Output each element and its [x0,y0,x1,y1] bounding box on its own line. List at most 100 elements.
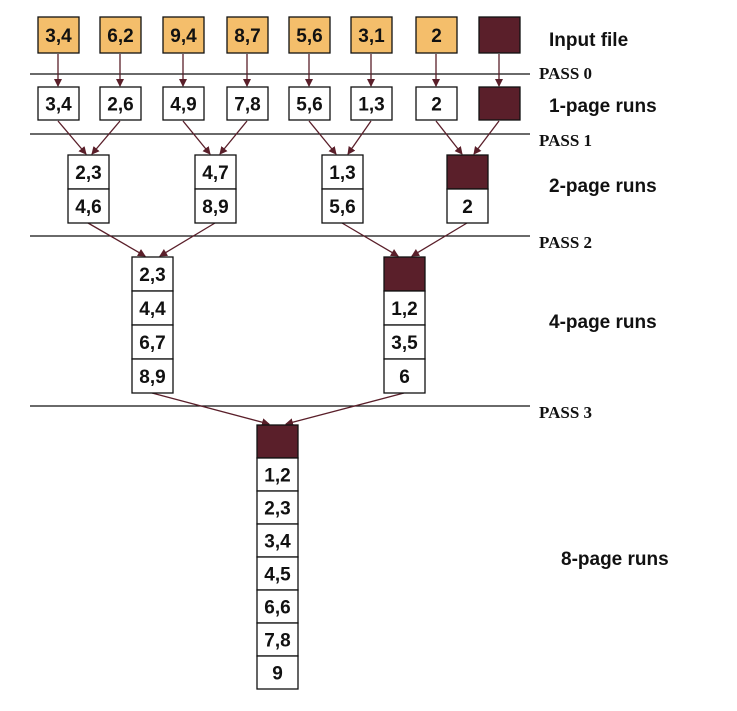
input-page-4: 5,6 [288,16,331,54]
input-page-6: 2 [415,16,458,54]
two-page-run-1-page-0-label: 4,7 [202,163,228,184]
merge-arrow-19 [411,222,468,257]
pass-label-1: PASS 1 [539,131,592,150]
eight-page-run-0-page-4: 4,5 [256,556,299,591]
one-page-run-7 [478,86,521,121]
four-page-run-1-page-1: 1,2 [383,290,426,326]
four-page-run-1-page-2-label: 3,5 [391,333,418,354]
eight-page-run-0-page-1: 1,2 [256,457,299,492]
four-page-run-0-page-2-label: 6,7 [139,333,165,354]
one-page-run-2-label: 4,9 [170,95,196,116]
stage-label-2-page-runs: 2-page runs [549,176,657,197]
four-page-run-1-page-0 [383,256,426,292]
merge-arrow-8 [57,120,87,155]
merge-arrow-20 [151,392,270,427]
four-page-run-0-page-0-label: 2,3 [139,265,165,286]
input-page-0-label: 3,4 [45,26,72,47]
merge-arrows [54,54,503,427]
two-page-run-0-page-0: 2,3 [67,154,110,190]
input-page-0: 3,4 [37,16,80,54]
eight-page-run-0-page-6: 7,8 [256,622,299,657]
pass-label-2: PASS 2 [539,233,592,252]
two-page-run-0-page-1: 4,6 [67,188,110,224]
eight-page-run-0-page-3-label: 3,4 [264,532,291,553]
one-page-run-0: 3,4 [37,86,80,121]
one-page-run-5-label: 1,3 [358,95,384,116]
input-page-6-label: 2 [431,26,442,47]
eight-page-run-0-page-2: 2,3 [256,490,299,525]
eight-page-run-0-page-2-label: 2,3 [264,499,290,520]
eight-page-run-0-page-5-label: 6,6 [264,598,290,619]
merge-arrow-11 [219,120,248,155]
one-page-run-1: 2,6 [99,86,142,121]
page-boxes: 3,4 6,2 9,4 8,7 5,6 3,1 2 3,4 2,6 4,9 7,8 5,6 1,3 2 2,… [37,16,521,690]
input-page-4-label: 5,6 [296,26,322,47]
merge-arrow-15 [473,120,500,155]
eight-page-run-0-page-7: 9 [256,655,299,690]
one-page-run-6-label: 2 [431,95,442,116]
four-page-run-0-page-1: 4,4 [131,290,174,326]
one-page-run-3-label: 7,8 [234,95,260,116]
merge-arrow-16 [87,222,146,257]
stage-label-1-page-runs: 1-page runs [549,96,657,117]
stage-label-8-page-runs: 8-page runs [561,549,669,570]
one-page-run-4: 5,6 [288,86,331,121]
two-page-run-3-page-1: 2 [446,188,489,224]
input-page-2: 9,4 [162,16,205,54]
input-page-1: 6,2 [99,16,142,54]
one-page-run-2: 4,9 [162,86,205,121]
pass-label-3: PASS 3 [539,403,592,422]
stage-label-input-file: Input file [549,30,628,51]
one-page-run-3: 7,8 [226,86,269,121]
eight-page-run-0-page-6-label: 7,8 [264,631,290,652]
four-page-run-1-page-1-label: 1,2 [391,299,417,320]
two-page-run-1-page-0: 4,7 [194,154,237,190]
input-page-3-label: 8,7 [234,26,260,47]
two-page-run-0-page-1-label: 4,6 [75,197,101,218]
eight-page-run-0-page-7-label: 9 [272,664,283,685]
eight-page-run-0-page-1-label: 1,2 [264,466,290,487]
merge-arrow-9 [91,120,121,155]
one-page-run-0-label: 3,4 [45,95,72,116]
input-page-5: 3,1 [350,16,393,54]
four-page-run-1-page-3: 6 [383,358,426,394]
two-page-run-0-page-0-label: 2,3 [75,163,101,184]
four-page-run-0-page-2: 6,7 [131,324,174,360]
input-page-3: 8,7 [226,16,269,54]
one-page-run-6: 2 [415,86,458,121]
two-page-run-2-page-1-label: 5,6 [329,197,355,218]
four-page-run-1-page-3-label: 6 [399,367,410,388]
input-page-1-label: 6,2 [107,26,133,47]
merge-arrow-12 [308,120,337,155]
two-page-run-3-page-0 [446,154,489,190]
input-page-5-label: 3,1 [358,26,385,47]
merge-arrow-18 [341,222,399,257]
pass-divider-lines [30,73,530,407]
four-page-run-0-page-3-label: 8,9 [139,367,165,388]
one-page-run-4-label: 5,6 [296,95,322,116]
eight-page-run-0-page-4-label: 4,5 [264,565,291,586]
eight-page-run-0-page-3: 3,4 [256,523,299,558]
two-page-run-1-page-1: 8,9 [194,188,237,224]
pass-label-0: PASS 0 [539,64,592,83]
eight-page-run-0-page-5: 6,6 [256,589,299,624]
two-page-run-2-page-1: 5,6 [321,188,364,224]
two-page-run-2-page-0-label: 1,3 [329,163,355,184]
merge-arrow-21 [285,392,405,427]
two-page-run-2-page-0: 1,3 [321,154,364,190]
four-page-run-0-page-1-label: 4,4 [139,299,166,320]
two-page-run-3-page-1-label: 2 [462,197,473,218]
merge-arrow-14 [435,120,463,155]
merge-arrow-13 [347,120,372,155]
four-page-run-1-page-2: 3,5 [383,324,426,360]
four-page-run-0-page-0: 2,3 [131,256,174,292]
input-page-7 [478,16,521,54]
merge-arrow-17 [159,222,216,257]
stage-label-4-page-runs: 4-page runs [549,312,657,333]
merge-arrow-10 [182,120,211,155]
one-page-run-1-label: 2,6 [107,95,133,116]
input-page-2-label: 9,4 [170,26,197,47]
four-page-run-0-page-3: 8,9 [131,358,174,394]
